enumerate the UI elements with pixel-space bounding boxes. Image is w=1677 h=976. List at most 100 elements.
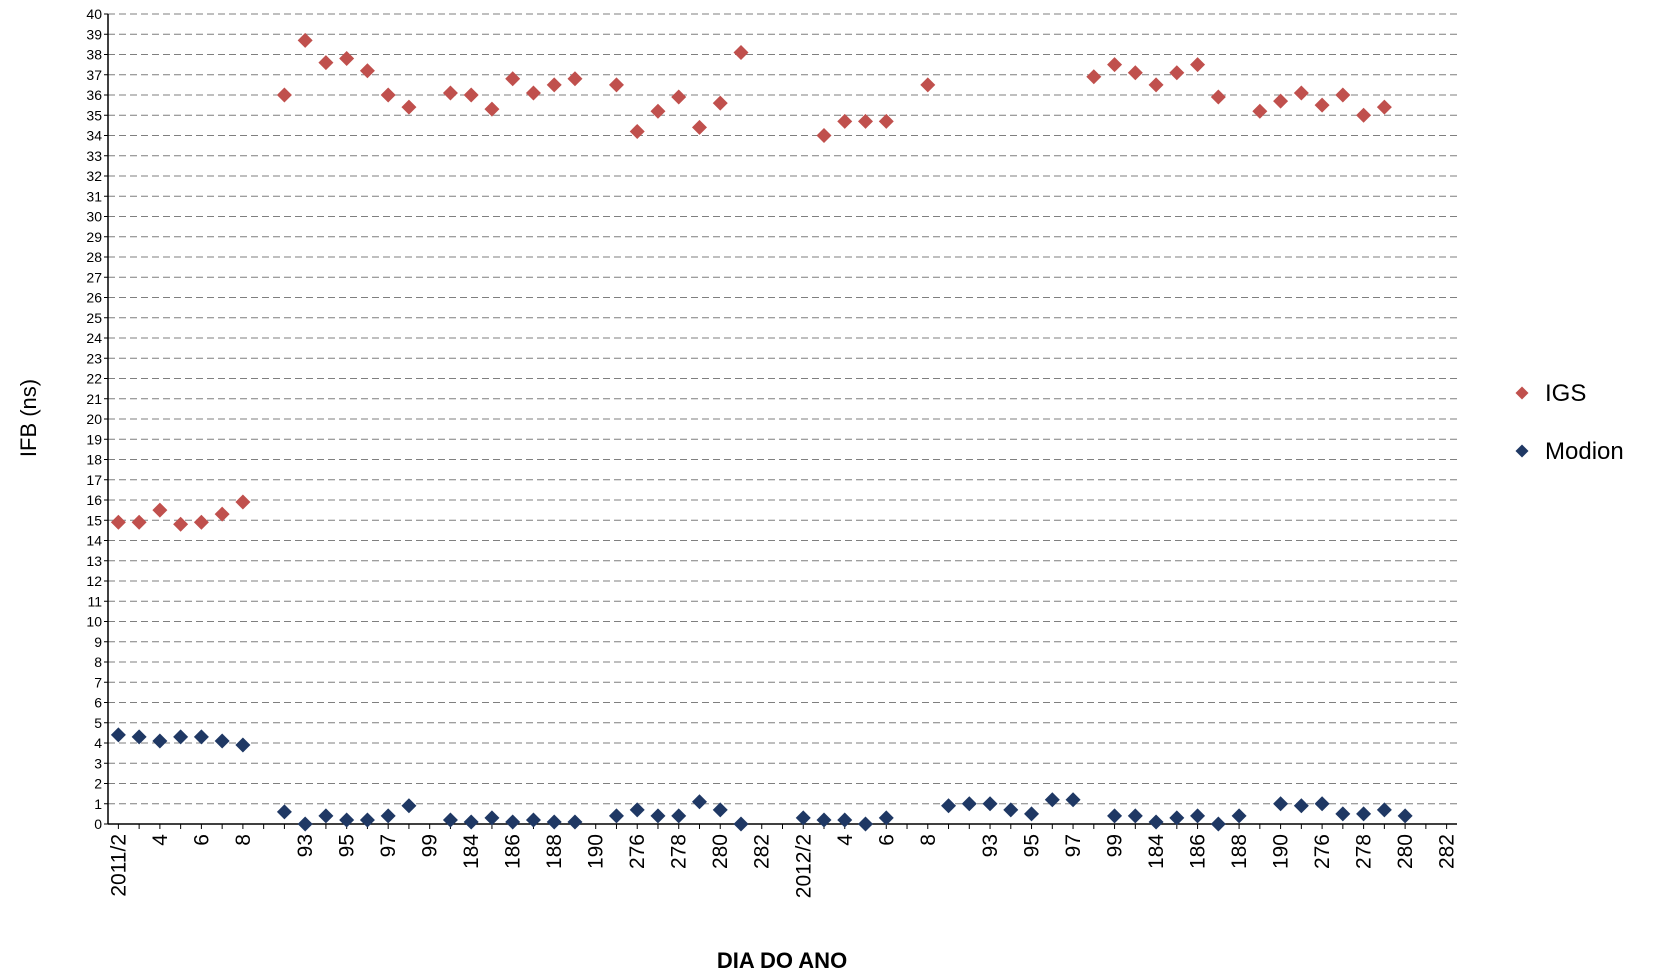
legend: IGS Modion [1515,380,1624,465]
data-point-modion [173,729,189,745]
data-point-igs [816,128,832,143]
y-tick-label: 24 [86,330,102,346]
y-tick-label: 11 [87,593,102,609]
y-tick-label: 20 [86,411,102,427]
y-tick-label: 35 [86,107,102,123]
data-point-modion [1210,816,1226,832]
data-point-igs [1376,99,1392,115]
data-point-igs [173,516,189,532]
x-tick-label: 190 [585,834,608,869]
data-point-igs [318,55,334,71]
series-igs [110,32,1392,532]
data-point-igs [1356,107,1372,123]
data-point-igs [297,32,313,48]
data-point-modion [878,810,894,826]
x-tick-label: 280 [1394,834,1417,869]
data-point-igs [691,119,707,135]
data-point-igs [1148,77,1164,93]
data-point-modion [359,812,375,828]
y-tick-label: 29 [86,229,102,245]
data-point-modion [712,802,728,818]
x-tick-label: 6 [190,834,213,846]
y-tick-label: 38 [86,47,102,63]
x-tick-label: 188 [543,834,566,869]
y-tick-label: 22 [86,371,102,387]
y-tick-label: 1 [94,796,102,812]
legend-label-modion: Modion [1545,438,1624,465]
x-tick-label: 282 [751,834,774,869]
x-tick-label: 4 [834,834,857,846]
y-tick-label: 21 [86,391,102,407]
data-point-modion [961,796,977,812]
data-point-modion [193,729,209,745]
x-tick-label: 184 [460,834,483,869]
x-tick-label: 276 [1311,834,1334,869]
y-axis-title: IFB (ns) [16,379,41,457]
y-tick-label: 34 [86,128,102,144]
data-point-modion [1044,792,1060,808]
data-point-modion [567,814,583,830]
x-tick-label: 97 [1062,834,1085,857]
data-point-igs [193,514,209,530]
data-point-modion [858,816,874,832]
data-point-modion [484,810,500,826]
x-tick-label: 95 [1021,834,1044,857]
data-point-igs [276,87,292,103]
legend-marker-modion [1515,444,1529,458]
data-point-igs [442,85,458,101]
data-point-igs [878,113,894,129]
x-tick-label: 276 [626,834,649,869]
data-point-modion [1169,810,1185,826]
data-point-modion [505,814,521,830]
y-tick-label: 9 [94,634,102,650]
y-tick-label: 25 [86,310,102,326]
data-point-modion [1314,796,1330,812]
x-tick-label: 99 [1104,834,1127,857]
y-tick-label: 30 [86,209,102,225]
y-tick-label: 4 [94,735,102,751]
data-point-modion [1335,806,1351,822]
y-tick-label: 39 [86,26,102,42]
data-point-modion [401,798,417,814]
x-tick-label: 93 [979,834,1002,857]
data-point-igs [339,51,355,67]
y-tick-label: 10 [86,614,102,630]
data-point-modion [671,808,687,824]
data-point-igs [671,89,687,105]
data-point-modion [982,796,998,812]
data-point-modion [1376,802,1392,818]
y-tick-label: 26 [86,290,102,306]
data-point-igs [359,63,375,79]
data-point-igs [1169,65,1185,81]
data-point-modion [629,802,645,818]
data-point-igs [920,77,936,93]
data-point-igs [1314,97,1330,113]
y-tick-label: 0 [94,816,102,832]
y-tick-label: 33 [86,148,102,164]
x-tick-label: 2012/2 [792,834,815,898]
y-tick-label: 31 [86,188,102,204]
legend-item-modion: Modion [1515,438,1624,465]
data-point-modion [152,733,168,749]
data-point-modion [1003,802,1019,818]
x-axis-title: DIA DO ANO [717,948,847,973]
data-point-igs [567,71,583,87]
data-point-modion [276,804,292,820]
data-points [110,32,1413,832]
data-point-modion [733,816,749,832]
data-point-modion [1148,814,1164,830]
data-point-igs [629,123,645,139]
y-tick-label: 14 [86,533,102,549]
data-point-igs [152,502,168,518]
data-point-igs [1252,103,1268,119]
data-point-modion [1273,796,1289,812]
data-point-modion [1293,798,1309,814]
y-tick-label: 6 [94,695,102,711]
x-tick-label: 8 [917,834,940,846]
data-point-igs [525,85,541,101]
x-tick-label: 278 [668,834,691,869]
data-point-igs [463,87,479,103]
data-point-modion [525,812,541,828]
data-point-igs [214,506,230,522]
